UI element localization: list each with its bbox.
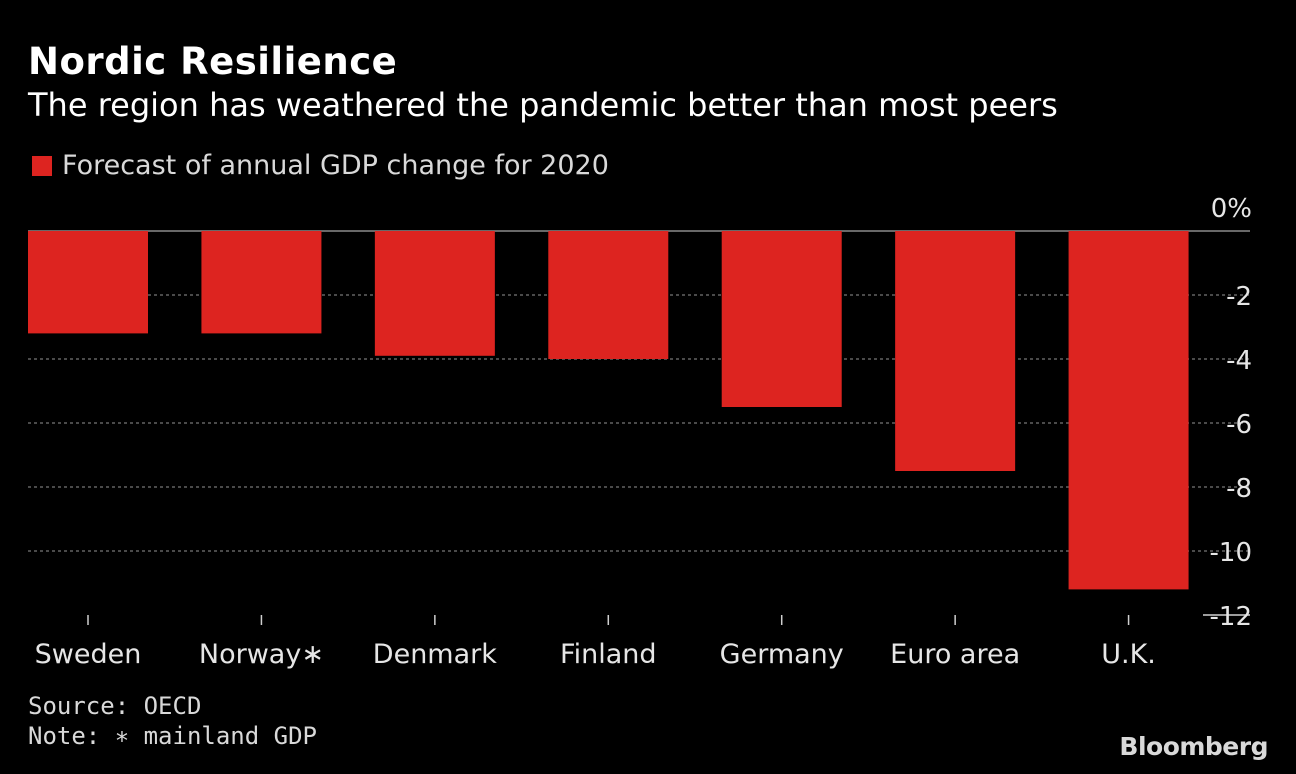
legend-label: Forecast of annual GDP change for 2020 [62, 150, 609, 181]
y-tick-label: 0% [1211, 194, 1252, 224]
y-tick-label: -10 [1210, 538, 1252, 568]
bloomberg-logo: Bloomberg [1119, 732, 1268, 761]
bar [548, 231, 669, 359]
y-tick-label: -8 [1226, 474, 1252, 504]
y-tick-label: -12 [1210, 602, 1252, 632]
y-tick-label: -4 [1226, 346, 1252, 376]
chart-subtitle: The region has weathered the pandemic be… [28, 86, 1058, 124]
y-tick-label: -2 [1226, 282, 1252, 312]
category-label: U.K. [1101, 639, 1156, 670]
legend-swatch [32, 155, 52, 176]
bar [374, 231, 495, 356]
chart-title: Nordic Resilience [28, 40, 398, 83]
bar [28, 231, 148, 334]
y-tick-label: -6 [1226, 410, 1252, 440]
bar [721, 231, 842, 407]
source-note: Source: OECD [28, 692, 202, 720]
category-label: Euro area [890, 639, 1020, 670]
category-label: Norway∗ [199, 639, 324, 670]
bar [895, 231, 1016, 471]
category-label: Denmark [373, 639, 497, 670]
legend: Forecast of annual GDP change for 2020 [32, 150, 609, 181]
bar [201, 231, 322, 334]
category-label: Sweden [35, 639, 142, 670]
category-label: Germany [720, 639, 844, 670]
bar [1068, 231, 1189, 590]
footnote: Note: ∗ mainland GDP [28, 722, 317, 750]
category-label: Finland [560, 639, 656, 670]
